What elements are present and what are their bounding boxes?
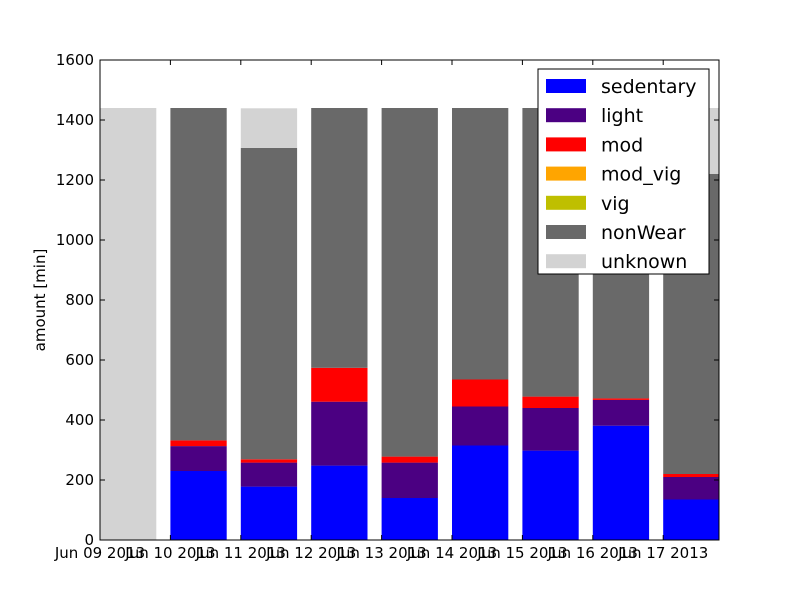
bar-segment-sedentary bbox=[452, 445, 509, 540]
legend-swatch-mod_vig bbox=[546, 166, 586, 181]
bar-segment-sedentary bbox=[311, 465, 368, 540]
y-tick-label: 400 bbox=[65, 411, 94, 429]
bar-segment-nonWear bbox=[311, 108, 368, 368]
legend-swatch-sedentary bbox=[546, 79, 586, 93]
bar-segment-sedentary bbox=[170, 471, 227, 540]
bar-segment-light bbox=[311, 401, 368, 466]
y-tick-label: 1600 bbox=[56, 51, 94, 69]
x-tick-label: Jun 10 2013 bbox=[124, 544, 215, 562]
x-tick-label: Jun 13 2013 bbox=[335, 544, 426, 562]
bar-segment-unknown bbox=[240, 108, 298, 148]
x-tick-label: Jun 16 2013 bbox=[547, 544, 638, 562]
bar-segment-light bbox=[170, 446, 227, 471]
legend-label-light: light bbox=[601, 105, 643, 127]
y-tick-label: 600 bbox=[65, 351, 94, 369]
bar-segment-light bbox=[663, 477, 719, 500]
bar-segment-light bbox=[381, 462, 438, 498]
x-tick-label: Jun 09 2013 bbox=[54, 544, 145, 562]
bar-segment-sedentary bbox=[663, 499, 719, 540]
x-tick-label: Jun 11 2013 bbox=[195, 544, 286, 562]
bar-segment-unknown bbox=[100, 108, 157, 540]
y-tick-label: 200 bbox=[65, 471, 94, 489]
bar-segment-sedentary bbox=[240, 486, 298, 540]
legend-swatch-light bbox=[546, 108, 586, 123]
y-tick-label: 1000 bbox=[56, 231, 94, 249]
legend-swatch-mod bbox=[546, 137, 586, 152]
x-tick-label: Jun 15 2013 bbox=[476, 544, 567, 562]
bar-segment-mod bbox=[663, 474, 719, 477]
y-tick-label: 1200 bbox=[56, 171, 94, 189]
y-axis-title: amount [min] bbox=[31, 249, 49, 352]
bar-segment-sedentary bbox=[381, 498, 438, 540]
x-tick-label: Jun 12 2013 bbox=[265, 544, 356, 562]
bar-segment-nonWear bbox=[452, 108, 509, 380]
bar-segment-nonWear bbox=[240, 147, 298, 460]
legend-label-mod: mod bbox=[601, 134, 643, 156]
legend-label-sedentary: sedentary bbox=[601, 76, 697, 98]
legend-label-unknown: unknown bbox=[601, 251, 687, 273]
bars-layer bbox=[100, 108, 719, 540]
bar-segment-sedentary bbox=[522, 450, 579, 540]
x-tick-label: Jun 17 2013 bbox=[617, 544, 708, 562]
bar-segment-light bbox=[592, 399, 650, 426]
bar-segment-mod bbox=[522, 396, 579, 408]
y-axis: 0 200 400 600 800 1000 1200 1400 1600 bbox=[56, 51, 719, 549]
bar-segment-sedentary bbox=[592, 425, 650, 540]
bar-segment-light bbox=[452, 406, 509, 446]
bar-segment-mod bbox=[592, 398, 650, 400]
y-tick-label: 800 bbox=[65, 291, 94, 309]
bar-segment-mod bbox=[452, 379, 509, 407]
bar-segment-mod bbox=[311, 367, 368, 402]
bar-segment-mod bbox=[381, 456, 438, 463]
legend-swatch-unknown bbox=[546, 254, 586, 269]
bar-segment-mod bbox=[240, 459, 298, 463]
legend-label-mod_vig: mod_vig bbox=[601, 164, 681, 186]
x-tick-label: Jun 14 2013 bbox=[406, 544, 497, 562]
legend-swatch-nonWear bbox=[546, 225, 586, 239]
bar-segment-nonWear bbox=[170, 108, 227, 441]
bar-segment-nonWear bbox=[381, 108, 438, 457]
bar-segment-light bbox=[240, 462, 298, 487]
legend-label-nonWear: nonWear bbox=[601, 222, 686, 244]
bar-segment-mod bbox=[170, 440, 227, 447]
legend-swatch-vig bbox=[546, 195, 586, 210]
bar-segment-light bbox=[522, 408, 579, 451]
y-tick-label: 0 bbox=[84, 531, 94, 549]
y-tick-label: 1400 bbox=[56, 111, 94, 129]
legend-label-vig: vig bbox=[601, 193, 630, 215]
